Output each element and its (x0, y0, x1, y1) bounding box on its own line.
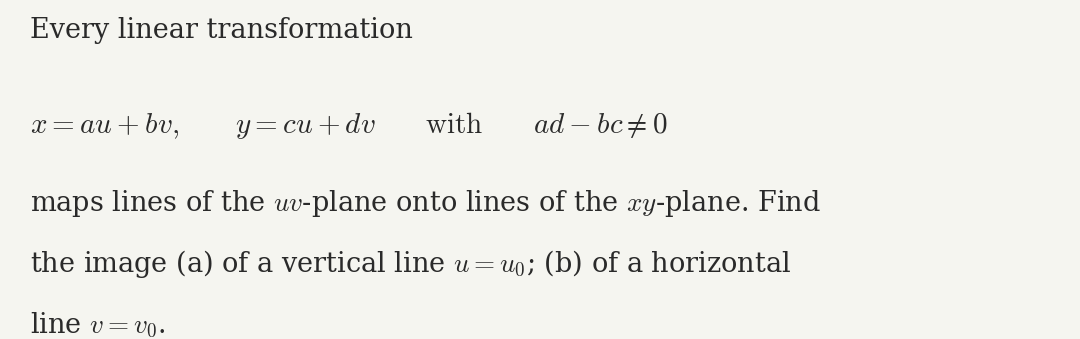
Text: maps lines of the $uv$-plane onto lines of the $xy$-plane. Find: maps lines of the $uv$-plane onto lines … (30, 188, 821, 219)
Text: Every linear transformation: Every linear transformation (30, 17, 414, 44)
Text: $x = au + bv,\quad\quad y = cu + dv \quad\quad \mathrm{with} \quad\quad ad - bc : $x = au + bv,\quad\quad y = cu + dv \qua… (30, 110, 667, 141)
Text: the image (a) of a vertical line $u = u_0$; (b) of a horizontal: the image (a) of a vertical line $u = u_… (30, 248, 792, 280)
Text: line $v = v_0$.: line $v = v_0$. (30, 310, 165, 339)
